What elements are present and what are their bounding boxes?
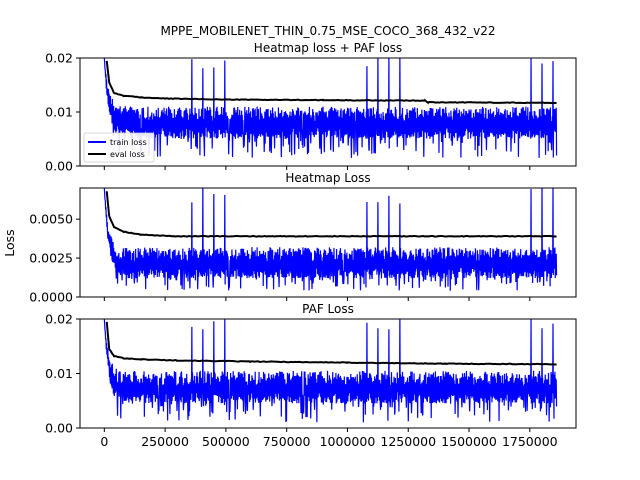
- y-tick-label: 0.0000: [29, 290, 73, 305]
- eval-loss-line: [105, 191, 557, 238]
- panel-3: PAF Loss 0.00 0.01 0.02 0 250000 500000 750000 1…: [45, 302, 577, 449]
- x-tick-label: 1250000: [380, 434, 436, 449]
- y-tick-label: 0.01: [45, 105, 73, 120]
- train-loss-line: [103, 188, 558, 291]
- y-tick-label: 0.00: [45, 421, 73, 436]
- panel-title: PAF Loss: [302, 302, 354, 316]
- eval-loss-line: [105, 60, 557, 105]
- eval-loss-line: [105, 321, 557, 366]
- x-tick-label: 1500000: [441, 434, 497, 449]
- legend-entry: train loss: [110, 138, 147, 147]
- panel-title: Heatmap Loss: [285, 171, 370, 185]
- y-tick-label: 0.00: [45, 159, 73, 174]
- plot-area: [103, 58, 558, 158]
- panel-title: Heatmap loss + PAF loss: [254, 41, 402, 55]
- plot-area: [103, 319, 558, 423]
- y-tick-label: 0.0025: [29, 251, 73, 266]
- x-tick-label: 750000: [263, 434, 311, 449]
- x-tick-label: 0: [100, 434, 108, 449]
- plot-area: [103, 188, 558, 291]
- y-tick-label: 0.0050: [29, 212, 73, 227]
- axes-frame: [79, 187, 577, 298]
- train-loss-line: [103, 319, 558, 423]
- y-tick-label: 0.02: [45, 312, 73, 327]
- train-loss-line: [103, 58, 558, 158]
- x-tick-label: 250000: [141, 434, 189, 449]
- panels: Heatmap loss + PAF loss 0.00 0.01 0.02 train…: [29, 41, 577, 449]
- panel-2: Heatmap Loss 0.0000 0.0025 0.0050: [29, 171, 577, 305]
- panel-1: Heatmap loss + PAF loss 0.00 0.01 0.02 train…: [45, 41, 577, 174]
- x-tick-label: 1000000: [320, 434, 376, 449]
- figure-title: MPPE_MOBILENET_THIN_0.75_MSE_COCO_368_43…: [160, 24, 495, 38]
- x-tick-label: 1750000: [502, 434, 558, 449]
- y-tick-label: 0.02: [45, 51, 73, 66]
- legend-entry: eval loss: [110, 150, 145, 159]
- y-tick-label: 0.01: [45, 366, 73, 381]
- legend: train loss eval loss: [83, 132, 155, 163]
- x-tick-label: 500000: [202, 434, 250, 449]
- y-axis-label: Loss: [2, 229, 17, 256]
